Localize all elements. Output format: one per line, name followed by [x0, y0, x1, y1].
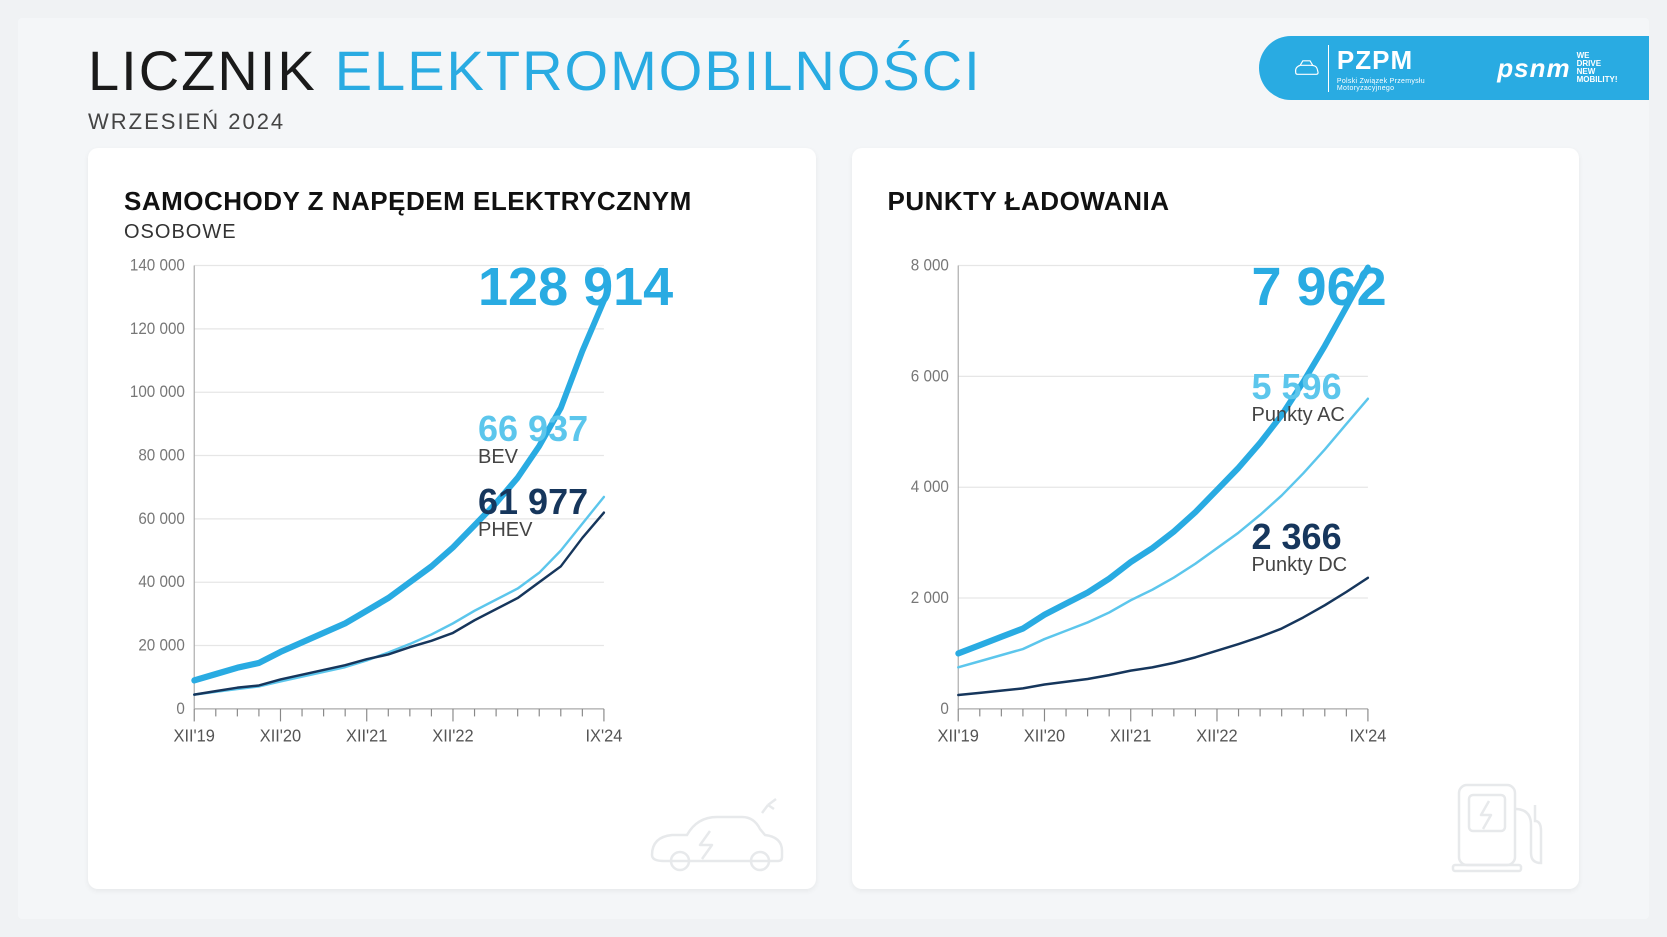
pzpm-sub: Polski Związek Przemysłu Motoryzacyjnego [1337, 78, 1469, 92]
vehicles-chart: 0 20 000 40 000 60 000 80 000 100 000 120 000 1… [124, 258, 780, 759]
vehicles-phev-value: 61 977 [478, 481, 588, 523]
svg-text:IX'24: IX'24 [1349, 726, 1386, 746]
card-vehicles-sub: OSOBOWE [124, 221, 780, 244]
title-black: LICZNIK [88, 38, 317, 103]
svg-text:IX'24: IX'24 [585, 726, 622, 746]
svg-text:80 000: 80 000 [138, 447, 185, 465]
svg-text:XII'21: XII'21 [346, 726, 387, 746]
charger-icon [1445, 775, 1555, 875]
brand-badge: PZPM Polski Związek Przemysłu Motoryzacy… [1259, 36, 1649, 100]
card-charging-title: PUNKTY ŁADOWANIA [888, 186, 1544, 217]
svg-text:0: 0 [176, 700, 185, 718]
charging-ac-value: 5 596 [1252, 366, 1345, 408]
pzpm-logo: PZPM Polski Związek Przemysłu Motoryzacy… [1293, 45, 1469, 92]
svg-text:4 000: 4 000 [910, 479, 948, 497]
svg-text:XII'21: XII'21 [1110, 726, 1151, 746]
svg-text:2 000: 2 000 [910, 590, 948, 608]
psnm-sub3: NEW MOBILITY! [1577, 68, 1625, 84]
charging-dc-value: 2 366 [1252, 516, 1348, 558]
charging-ac-label: Punkty AC [1252, 404, 1345, 427]
card-vehicles-title: SAMOCHODY Z NAPĘDEM ELEKTRYCZNYM [124, 186, 780, 217]
svg-text:XII'19: XII'19 [937, 726, 978, 746]
svg-text:0: 0 [940, 700, 949, 718]
svg-text:XII'22: XII'22 [432, 726, 473, 746]
charging-total-value: 7 962 [1252, 256, 1387, 318]
charging-dc-label: Punkty DC [1252, 554, 1348, 577]
svg-text:140 000: 140 000 [130, 258, 185, 275]
car-icon [1293, 55, 1320, 81]
vehicles-bev-value: 66 937 [478, 408, 588, 450]
svg-text:20 000: 20 000 [138, 637, 185, 655]
header: LICZNIK ELEKTROMOBILNOŚCI WRZESIEŃ 2024 [88, 38, 982, 135]
svg-text:XII'20: XII'20 [1023, 726, 1064, 746]
vehicles-total-value: 128 914 [478, 256, 673, 318]
svg-text:60 000: 60 000 [138, 510, 185, 528]
cards-row: SAMOCHODY Z NAPĘDEM ELEKTRYCZNYM OSOBOWE… [88, 148, 1579, 889]
psnm-logo: psnm WE DRIVE NEW MOBILITY! [1497, 52, 1625, 84]
card-charging: PUNKTY ŁADOWANIA 0 2 000 4 000 6 000 8 000 XI… [852, 148, 1580, 889]
ev-car-icon [642, 795, 792, 875]
svg-text:100 000: 100 000 [130, 384, 185, 402]
svg-text:120 000: 120 000 [130, 320, 185, 338]
svg-text:40 000: 40 000 [138, 574, 185, 592]
card-vehicles: SAMOCHODY Z NAPĘDEM ELEKTRYCZNYM OSOBOWE… [88, 148, 816, 889]
title-blue: ELEKTROMOBILNOŚCI [335, 38, 982, 103]
psnm-text: psnm [1497, 53, 1570, 84]
svg-text:XII'20: XII'20 [260, 726, 301, 746]
charging-chart: 0 2 000 4 000 6 000 8 000 XII'19 XII'20 XII'21 X… [888, 258, 1544, 759]
pzpm-text: PZPM [1337, 45, 1469, 76]
svg-text:8 000: 8 000 [910, 258, 948, 275]
svg-text:XII'22: XII'22 [1196, 726, 1237, 746]
page: LICZNIK ELEKTROMOBILNOŚCI WRZESIEŃ 2024 … [18, 18, 1649, 919]
svg-text:6 000: 6 000 [910, 368, 948, 386]
svg-text:XII'19: XII'19 [174, 726, 215, 746]
subtitle: WRZESIEŃ 2024 [88, 109, 982, 135]
